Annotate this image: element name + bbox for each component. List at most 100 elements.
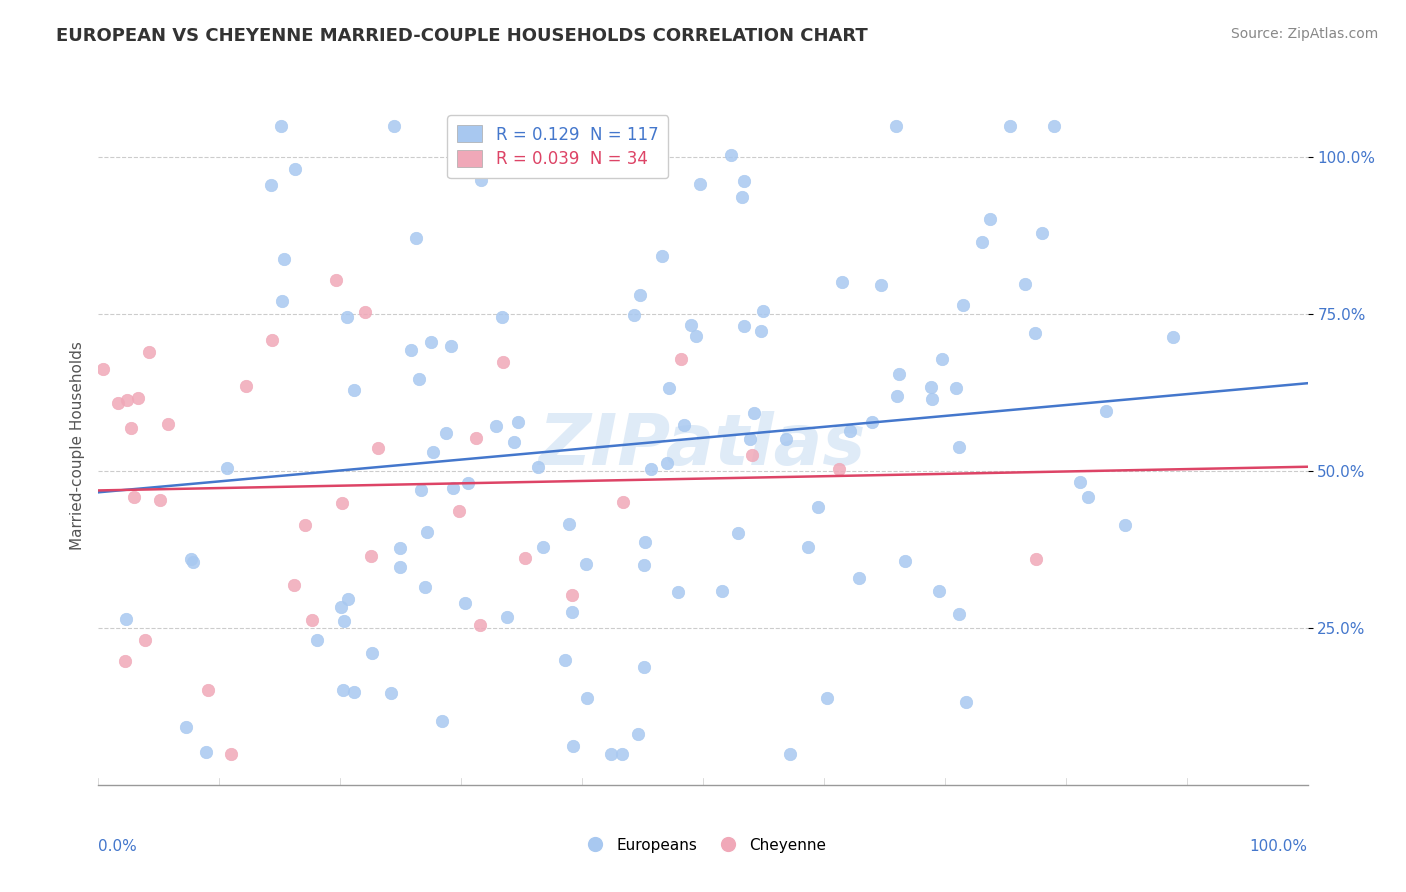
Point [848,571,870,585]
Point [575,557,598,571]
Point [134,633,156,648]
Point [1042,119,1064,133]
Point [107,395,129,409]
Point [531,540,554,554]
Point [633,558,655,572]
Point [720,148,742,162]
Point [399,343,422,357]
Point [307,632,329,647]
Point [120,421,142,435]
Point [336,592,359,607]
Point [1163,330,1185,344]
Point [561,605,583,619]
Point [420,334,443,349]
Point [330,600,353,615]
Point [332,614,354,628]
Point [457,475,479,490]
Point [685,328,707,343]
Point [114,654,136,668]
Text: 0.0%: 0.0% [98,839,138,855]
Point [561,588,583,602]
Point [1114,517,1136,532]
Point [561,739,583,754]
Point [215,460,238,475]
Point [273,252,295,266]
Point [380,686,402,700]
Point [454,597,477,611]
Point [651,249,673,263]
Point [928,584,950,599]
Point [343,685,366,699]
Point [558,517,581,532]
Point [91,361,114,376]
Y-axis label: Married-couple Households: Married-couple Households [69,342,84,550]
Point [979,211,1001,226]
Point [127,391,149,405]
Point [527,460,550,475]
Point [492,355,515,369]
Point [575,136,598,151]
Point [640,462,662,476]
Point [115,612,138,626]
Point [668,585,690,599]
Point [470,617,492,632]
Point [733,174,755,188]
Point [441,482,464,496]
Point [416,525,439,540]
Point [194,745,217,759]
Point [738,432,761,446]
Point [727,526,749,541]
Point [235,378,257,392]
Legend: Europeans, Cheyenne: Europeans, Cheyenne [574,831,832,859]
Point [361,646,384,660]
Point [117,392,139,407]
Point [149,493,172,508]
Point [343,384,366,398]
Point [260,333,283,347]
Point [886,389,908,403]
Point [1000,119,1022,133]
Text: ZIPatlas: ZIPatlas [540,411,866,481]
Point [633,660,655,674]
Point [156,417,179,432]
Point [219,747,242,761]
Point [1025,552,1047,566]
Point [1024,326,1046,341]
Point [742,406,765,420]
Point [360,549,382,564]
Point [657,380,679,394]
Point [952,298,974,312]
Text: EUROPEAN VS CHEYENNE MARRIED-COUPLE HOUSEHOLDS CORRELATION CHART: EUROPEAN VS CHEYENNE MARRIED-COUPLE HOUS… [56,27,868,45]
Point [382,119,405,133]
Point [673,418,696,433]
Point [260,178,283,192]
Point [948,440,970,454]
Point [409,483,432,497]
Point [894,554,917,568]
Point [1077,491,1099,505]
Point [554,163,576,178]
Point [679,318,702,333]
Point [1014,277,1036,292]
Point [422,444,444,458]
Point [470,173,492,187]
Point [628,287,651,301]
Point [325,273,347,287]
Point [432,714,454,729]
Point [948,607,970,621]
Point [413,581,436,595]
Point [752,304,775,318]
Point [465,431,488,445]
Point [689,178,711,192]
Point [627,726,650,740]
Point [138,344,160,359]
Point [367,441,389,455]
Point [491,310,513,325]
Point [807,500,830,514]
Point [271,293,294,308]
Point [710,584,733,599]
Point [775,432,797,446]
Point [197,683,219,698]
Point [389,541,412,555]
Point [554,652,576,666]
